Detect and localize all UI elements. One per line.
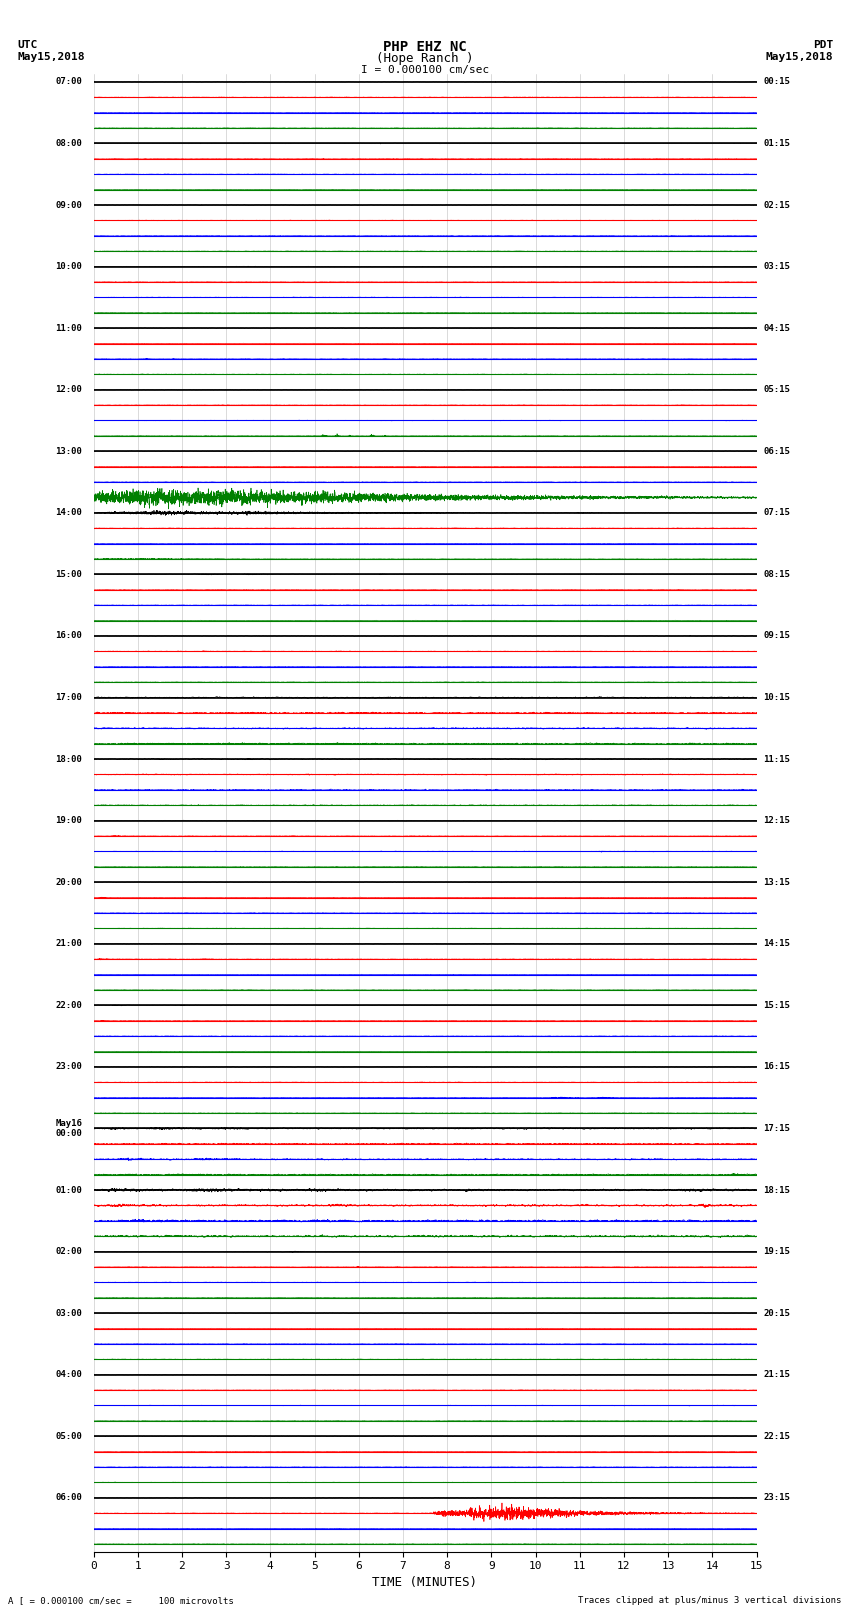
Text: (Hope Ranch ): (Hope Ranch ) (377, 52, 473, 65)
Text: 00:15: 00:15 (763, 77, 790, 87)
Text: A [ = 0.000100 cm/sec =     100 microvolts: A [ = 0.000100 cm/sec = 100 microvolts (8, 1595, 235, 1605)
Text: 20:15: 20:15 (763, 1308, 790, 1318)
Text: 18:00: 18:00 (55, 755, 82, 763)
Text: 02:15: 02:15 (763, 200, 790, 210)
Text: 09:15: 09:15 (763, 631, 790, 640)
Text: 23:00: 23:00 (55, 1063, 82, 1071)
Text: 06:00: 06:00 (55, 1494, 82, 1502)
Text: 13:15: 13:15 (763, 877, 790, 887)
Text: 12:00: 12:00 (55, 386, 82, 394)
Text: 18:15: 18:15 (763, 1186, 790, 1195)
Text: May15,2018: May15,2018 (17, 52, 84, 61)
Text: 02:00: 02:00 (55, 1247, 82, 1257)
Text: 08:15: 08:15 (763, 569, 790, 579)
Text: 07:15: 07:15 (763, 508, 790, 518)
Text: 05:15: 05:15 (763, 386, 790, 394)
Text: PDT: PDT (813, 39, 833, 50)
Text: 04:00: 04:00 (55, 1369, 82, 1379)
Text: 19:00: 19:00 (55, 816, 82, 826)
X-axis label: TIME (MINUTES): TIME (MINUTES) (372, 1576, 478, 1589)
Text: 09:00: 09:00 (55, 200, 82, 210)
Text: 12:15: 12:15 (763, 816, 790, 826)
Text: PHP EHZ NC: PHP EHZ NC (383, 39, 467, 53)
Text: May15,2018: May15,2018 (766, 52, 833, 61)
Text: 04:15: 04:15 (763, 324, 790, 332)
Text: 01:00: 01:00 (55, 1186, 82, 1195)
Text: 10:15: 10:15 (763, 694, 790, 702)
Text: 11:00: 11:00 (55, 324, 82, 332)
Text: 13:00: 13:00 (55, 447, 82, 456)
Text: 17:15: 17:15 (763, 1124, 790, 1132)
Text: UTC: UTC (17, 39, 37, 50)
Text: 19:15: 19:15 (763, 1247, 790, 1257)
Text: 10:00: 10:00 (55, 261, 82, 271)
Text: 15:00: 15:00 (55, 569, 82, 579)
Text: Traces clipped at plus/minus 3 vertical divisions: Traces clipped at plus/minus 3 vertical … (578, 1595, 842, 1605)
Text: 16:15: 16:15 (763, 1063, 790, 1071)
Text: 07:00: 07:00 (55, 77, 82, 87)
Text: 21:00: 21:00 (55, 939, 82, 948)
Text: 03:00: 03:00 (55, 1308, 82, 1318)
Text: I = 0.000100 cm/sec: I = 0.000100 cm/sec (361, 65, 489, 74)
Text: 05:00: 05:00 (55, 1432, 82, 1440)
Text: 15:15: 15:15 (763, 1000, 790, 1010)
Text: 23:15: 23:15 (763, 1494, 790, 1502)
Text: 21:15: 21:15 (763, 1369, 790, 1379)
Text: 14:00: 14:00 (55, 508, 82, 518)
Text: 01:15: 01:15 (763, 139, 790, 148)
Text: 14:15: 14:15 (763, 939, 790, 948)
Text: 22:00: 22:00 (55, 1000, 82, 1010)
Text: 16:00: 16:00 (55, 631, 82, 640)
Text: May16
00:00: May16 00:00 (55, 1119, 82, 1139)
Text: 20:00: 20:00 (55, 877, 82, 887)
Text: 08:00: 08:00 (55, 139, 82, 148)
Text: 22:15: 22:15 (763, 1432, 790, 1440)
Text: 06:15: 06:15 (763, 447, 790, 456)
Text: 03:15: 03:15 (763, 261, 790, 271)
Text: 11:15: 11:15 (763, 755, 790, 763)
Text: 17:00: 17:00 (55, 694, 82, 702)
